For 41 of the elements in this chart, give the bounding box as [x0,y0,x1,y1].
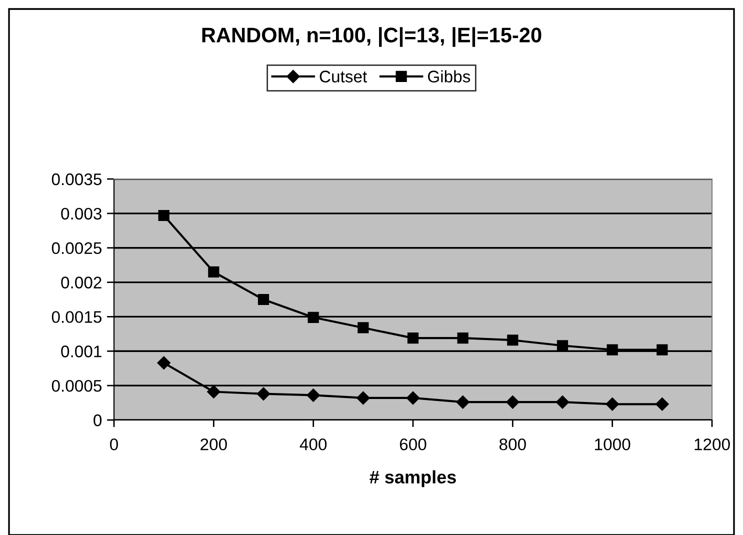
y-tick-label: 0.002 [61,276,102,288]
point [606,344,618,356]
x-tick-label: 400 [300,438,327,450]
point [406,391,420,405]
point [556,396,570,409]
legend-label: Gibbs [428,70,470,82]
y-tick-label: 0.0025 [52,242,102,254]
point [456,396,470,409]
legend-label: Cutset [320,70,368,82]
point [158,210,170,222]
point [656,344,668,356]
y-tick-label: 0.0035 [52,173,102,186]
chart-title: RANDOM, n=100, |C|=13, |E|=15-20 [202,27,542,47]
y-tick-label: 0.001 [61,346,102,358]
point [457,332,468,344]
x-tick-label: 1000 [595,438,630,450]
point [358,322,369,334]
point [306,388,320,402]
x-tick-label: 0 [110,438,118,450]
x-axis-title: # samples [370,470,456,488]
point [157,356,170,370]
x-tick-label: 600 [400,438,426,450]
y-tick-label: 0 [94,414,102,426]
point [606,398,619,411]
y-tick-label: 0.003 [61,208,102,220]
point [256,387,270,400]
y-tick-label: 0.0005 [52,380,102,392]
x-tick-label: 1200 [694,438,730,450]
x-tick-label: 200 [200,438,227,450]
point [506,396,520,409]
point [507,334,518,346]
x-tick-label: 800 [499,438,526,450]
point [356,391,370,405]
point [556,340,568,352]
y-tick-label: 0.0015 [52,311,102,323]
point [258,294,270,306]
point [207,385,220,398]
point [407,332,419,344]
point [656,398,669,411]
point [208,266,220,278]
point [308,312,319,323]
